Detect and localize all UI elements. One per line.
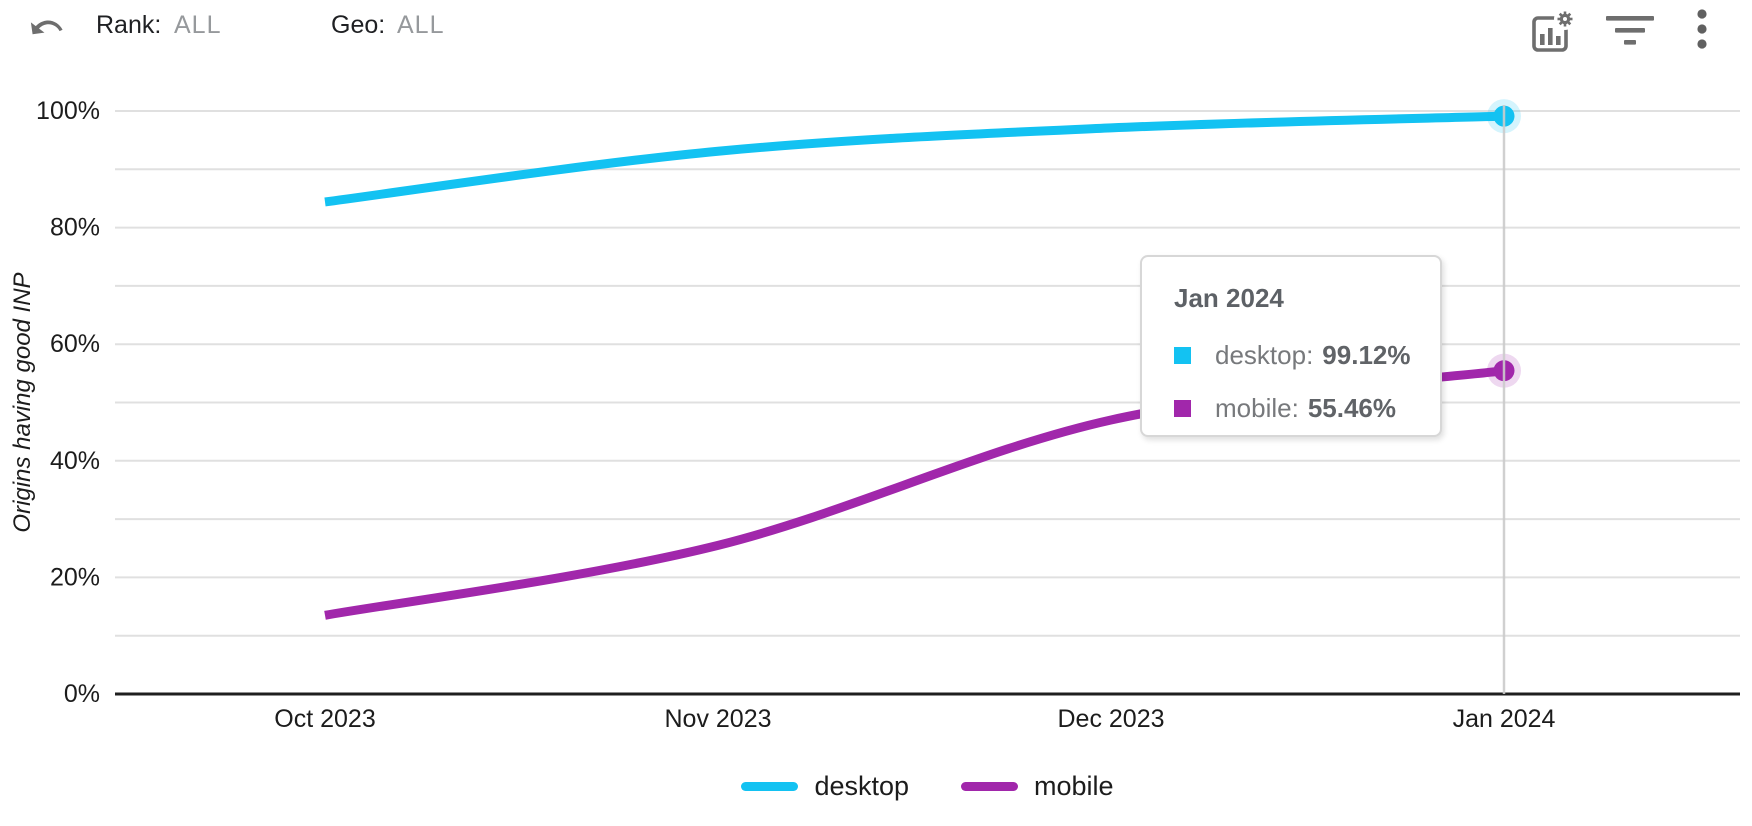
legend-item-mobile[interactable]: mobile [961, 771, 1114, 802]
mobile-legend-label: mobile [1034, 770, 1114, 801]
tooltip-row-desktop: desktop: 99.12% [1174, 340, 1440, 371]
geo-filter-label: Geo: [331, 11, 386, 39]
tooltip-desktop-value: 99.12% [1322, 340, 1411, 370]
tooltip-title: Jan 2024 [1174, 283, 1284, 313]
tooltip-mobile-label: mobile: [1215, 393, 1299, 423]
chart-legend: desktop mobile [115, 762, 1740, 810]
y-tick-label: 60% [50, 330, 100, 358]
bar-chart-gear-icon [1527, 8, 1576, 58]
x-tick-label: Nov 2023 [664, 705, 771, 733]
mobile-legend-swatch [961, 781, 1019, 791]
desktop-legend-label: desktop [814, 770, 910, 801]
y-tick-label: 0% [64, 680, 100, 708]
undo-button[interactable] [26, 8, 66, 48]
x-tick-label: Dec 2023 [1057, 705, 1164, 733]
toolbar: Rank: ALL Geo: ALL [0, 0, 1752, 58]
kebab-menu-icon [1696, 9, 1708, 54]
desktop-series-swatch [1174, 347, 1191, 364]
geo-filter-value[interactable]: ALL [397, 11, 445, 39]
undo-icon [26, 20, 66, 51]
filter-icon [1606, 16, 1654, 52]
desktop-series-line [324, 111, 1505, 207]
desktop-legend-swatch [741, 781, 799, 791]
mobile-series-swatch [1174, 400, 1191, 417]
y-tick-label: 40% [50, 447, 100, 475]
y-axis-title: Origins having good INP [9, 272, 36, 532]
more-options-button[interactable] [1696, 7, 1708, 51]
rank-filter-value[interactable]: ALL [174, 11, 222, 39]
tooltip-mobile-value: 55.46% [1307, 393, 1397, 423]
x-tick-label: Jan 2024 [1453, 705, 1556, 733]
filter-button[interactable] [1606, 13, 1654, 49]
y-tick-label: 80% [50, 214, 100, 242]
tooltip-desktop-label: desktop: [1215, 340, 1314, 370]
legend-item-desktop[interactable]: desktop [741, 771, 909, 802]
chart-settings-button[interactable] [1527, 7, 1576, 58]
y-tick-label: 100% [36, 97, 100, 125]
tooltip-row-mobile: mobile: 55.46% [1174, 393, 1440, 424]
chart-tooltip: Jan 2024 desktop: 99.12% mobile: 55.46% [1140, 255, 1442, 437]
rank-filter-label: Rank: [96, 11, 162, 39]
x-tick-label: Oct 2023 [274, 705, 375, 733]
y-tick-label: 20% [50, 563, 100, 591]
